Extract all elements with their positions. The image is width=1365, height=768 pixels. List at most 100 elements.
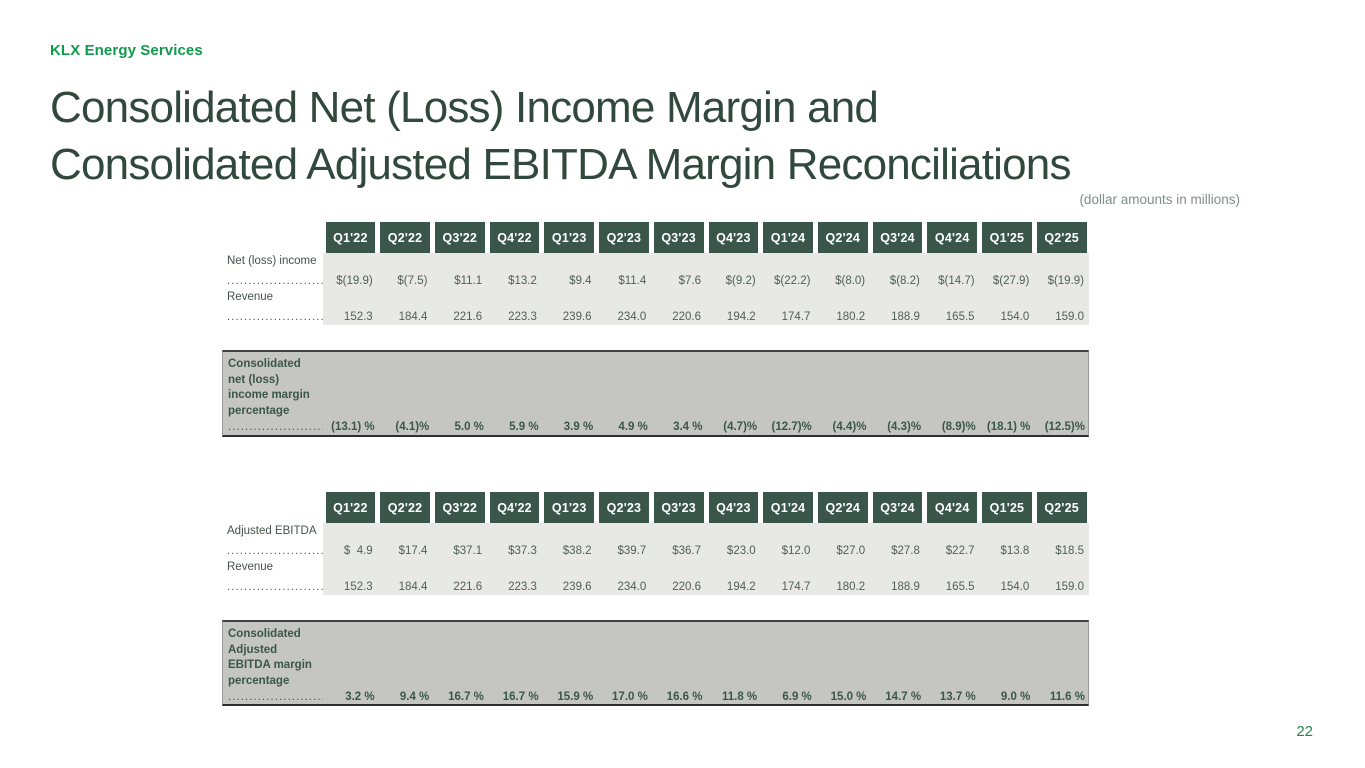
adjusted-ebitda-margin-value: 6.9 % xyxy=(782,691,812,703)
net-loss-income-value: $11.1 xyxy=(454,275,483,287)
page-number: 22 xyxy=(1296,723,1313,740)
adjusted-ebitda-margin-value: 17.0 % xyxy=(612,691,648,703)
quarter-header-cell: Q2'24 xyxy=(817,492,868,523)
revenue-value: 159.0 xyxy=(1055,311,1084,323)
net-loss-income-value: $9.4 xyxy=(569,275,592,287)
revenue-value: 223.3 xyxy=(508,581,537,593)
box-label-line: Adjusted xyxy=(228,643,278,656)
box-label-line: percentage xyxy=(228,674,290,687)
adjusted-ebitda-value: $36.7 xyxy=(672,545,701,557)
brand-logo-text: KLX Energy Services xyxy=(50,42,203,59)
net-loss-income-value: $(27.9) xyxy=(992,275,1030,287)
net-loss-income-value: $11.4 xyxy=(618,275,647,287)
quarter-header-cell: Q3'22 xyxy=(434,492,485,523)
net-loss-income-value: $(7.5) xyxy=(397,275,428,287)
net-loss-income-margin-value: 4.9 % xyxy=(618,421,648,433)
net-loss-income-value: $(22.2) xyxy=(773,275,811,287)
dotted-leader xyxy=(227,541,323,559)
box-label-line: Consolidated xyxy=(228,628,301,640)
dotted-leader xyxy=(223,419,323,436)
header-spacer xyxy=(227,222,323,253)
quarter-header-cell: Q4'24 xyxy=(927,222,978,253)
net-loss-income-margin-value: 5.0 % xyxy=(454,421,484,433)
net-loss-income-value: $13.2 xyxy=(508,275,537,287)
table-body: Net (loss) income $(19.9) $(7.5) $11.1 $13.… xyxy=(227,253,1089,325)
adjusted-ebitda-margin-value: 11.6 % xyxy=(1049,691,1085,703)
adjusted-ebitda-margin-value: 16.6 % xyxy=(666,691,703,703)
net-loss-income-margin-box: Consolidated net (loss) income margin perce… xyxy=(222,350,1089,437)
revenue-value: 184.4 xyxy=(398,581,428,593)
adjusted-ebitda-margin-value: 16.7 % xyxy=(448,691,484,703)
page-title-line2: Consolidated Adjusted EBITDA Margin Reco… xyxy=(50,140,1071,189)
revenue-value: 152.3 xyxy=(343,311,373,323)
quarter-header-cell: Q2'22 xyxy=(380,492,430,523)
net-loss-income-value: $(8.2) xyxy=(889,275,920,287)
quarter-header-cell: Q2'25 xyxy=(1036,492,1087,523)
revenue-value: 152.3 xyxy=(343,581,373,593)
revenue-value: 159.0 xyxy=(1055,581,1084,593)
quarter-header-cell: Q1'25 xyxy=(982,492,1032,523)
adjusted-ebitda-value: $23.0 xyxy=(726,545,756,557)
adjusted-ebitda-margin-value: 3.2 % xyxy=(345,691,375,703)
quarter-header-cell: Q2'25 xyxy=(1036,222,1087,253)
adjusted-ebitda-margin-value: 16.7 % xyxy=(502,691,539,703)
quarter-header-cell: Q1'25 xyxy=(982,222,1032,253)
revenue-value: 220.6 xyxy=(672,311,701,323)
adjusted-ebitda-margin-value: 11.8 % xyxy=(721,691,758,703)
units-note: (dollar amounts in millions) xyxy=(1079,192,1240,207)
adjusted-ebitda-value: $27.8 xyxy=(891,545,920,557)
net-loss-income-margin-value: (4.1)% xyxy=(395,421,430,433)
box-label-line: percentage xyxy=(228,404,290,417)
revenue-value: 188.9 xyxy=(891,581,920,593)
quarter-header-cell: Q3'22 xyxy=(434,222,485,253)
adjusted-ebitda-margin-value: 9.0 % xyxy=(1000,691,1031,703)
net-loss-income-margin-value: (12.5)% xyxy=(1044,421,1085,433)
revenue-value: 239.6 xyxy=(562,311,592,323)
adjusted-ebitda-value: $12.0 xyxy=(781,545,811,557)
row-filler xyxy=(323,559,1089,577)
quarter-header-cell: Q4'22 xyxy=(489,492,540,523)
row-filler xyxy=(323,289,1089,307)
adjusted-ebitda-margin-value: 15.0 % xyxy=(830,691,867,703)
row-label-revenue: Revenue xyxy=(227,559,323,577)
net-loss-income-margin-value: 3.9 % xyxy=(563,421,594,433)
quarter-header-cell: Q2'24 xyxy=(817,222,868,253)
net-loss-income-margin-value: (4.4)% xyxy=(832,421,867,433)
revenue-value: 165.5 xyxy=(945,311,975,323)
quarter-header-row: Q1'22 Q2'22 Q3'22 Q4'22 Q1'23 Q2'23 Q3'23 Q4'23… xyxy=(227,222,1089,253)
net-loss-income-value: $(8.0) xyxy=(835,275,866,287)
quarter-header-cell: Q3'24 xyxy=(872,222,923,253)
adjusted-ebitda-margin-box: Consolidated Adjusted EBITDA margin percent… xyxy=(222,620,1089,706)
adjusted-ebitda-value: $38.2 xyxy=(562,545,592,557)
quarter-header-cell: Q3'23 xyxy=(653,222,704,253)
margin-percentage-row: 3.2 % 9.4 % 16.7 % 16.7 % 15.9 % 17.0 % 16.6 %… xyxy=(223,689,1088,706)
table-body: Adjusted EBITDA $ 4.9 $17.4 $37.1 $37.3 $38.… xyxy=(227,523,1089,595)
net-loss-income-value: $(9.2) xyxy=(725,275,756,287)
revenue-value: 234.0 xyxy=(617,581,647,593)
adjusted-ebitda-value: $37.1 xyxy=(453,545,483,557)
row-filler xyxy=(323,253,1089,271)
box-label: Consolidated net (loss) income margin perce… xyxy=(223,357,1088,419)
box-label-line: Consolidated xyxy=(228,358,301,370)
net-loss-income-table: Q1'22 Q2'22 Q3'22 Q4'22 Q1'23 Q2'23 Q3'23 Q4'23… xyxy=(227,222,1089,325)
dotted-leader xyxy=(223,689,323,706)
quarter-header-cell: Q4'23 xyxy=(708,222,759,253)
adjusted-ebitda-value: $39.7 xyxy=(617,545,647,557)
header-spacer xyxy=(227,492,323,523)
adjusted-ebitda-value: $17.4 xyxy=(398,545,428,557)
revenue-value: 220.6 xyxy=(672,581,701,593)
net-loss-income-margin-value: (4.7)% xyxy=(723,421,758,433)
revenue-value: 188.9 xyxy=(891,311,920,323)
adjusted-ebitda-margin-value: 9.4 % xyxy=(399,691,430,703)
quarter-header-cell: Q3'24 xyxy=(872,492,923,523)
revenue-value: 154.0 xyxy=(1000,311,1030,323)
net-loss-income-margin-value: (18.1) % xyxy=(986,421,1031,433)
adjusted-ebitda-margin-value: 15.9 % xyxy=(557,691,594,703)
quarter-header-cell: Q1'24 xyxy=(763,222,813,253)
revenue-value: 154.0 xyxy=(1000,581,1030,593)
quarter-header-cell: Q1'23 xyxy=(544,222,595,253)
row-label-adjusted-ebitda: Adjusted EBITDA xyxy=(227,523,323,541)
net-loss-income-value: $7.6 xyxy=(678,275,701,287)
box-label: Consolidated Adjusted EBITDA margin percent… xyxy=(223,627,1088,689)
revenue-value: 239.6 xyxy=(562,581,592,593)
